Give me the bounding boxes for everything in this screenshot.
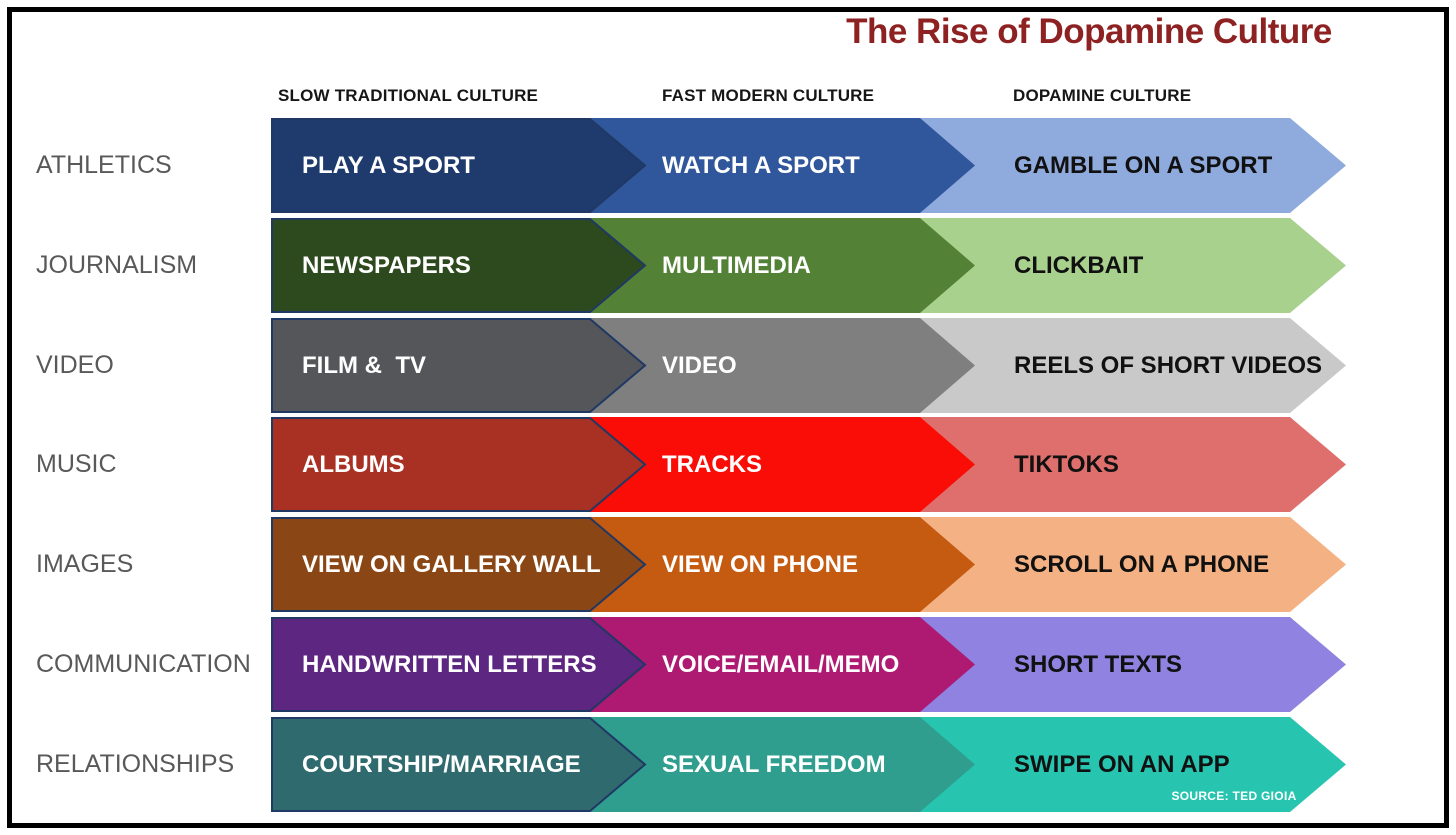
slow-traditional-arrow-shape: [271, 617, 647, 712]
dopamine-cell-label: REELS OF SHORT VIDEOS: [1014, 351, 1323, 379]
column-header-slow-traditional: SLOW TRADITIONAL CULTURE: [278, 86, 539, 105]
fast-modern-arrow-shape: [590, 517, 975, 613]
category-label: IMAGES: [36, 550, 134, 579]
dopamine-arrow-shape: [920, 517, 1346, 613]
arrow-graphics: [271, 317, 1346, 413]
dopamine-cell-label: SCROLL ON A PHONE: [1014, 551, 1270, 579]
slow-traditional-cell-label: VIEW ON GALLERY WALL: [302, 551, 601, 579]
arrow-graphics: [271, 617, 1346, 712]
fast-modern-cell-label: MULTIMEDIA: [662, 251, 811, 279]
slow-traditional-arrow-shape: [271, 517, 647, 613]
category-row: IMAGES VIEW ON GALLERY WALL VIEW ON PHON…: [0, 517, 1456, 613]
category-label: RELATIONSHIPS: [36, 749, 235, 778]
dopamine-cell-label: TIKTOKS: [1014, 451, 1119, 479]
dopamine-arrow-shape: [920, 617, 1346, 712]
fast-modern-arrow-shape: [590, 118, 975, 213]
source-credit: SOURCE: TED GIOIA: [1171, 789, 1297, 803]
category-label: COMMUNICATION: [36, 650, 251, 678]
column-header-dopamine: DOPAMINE CULTURE: [1013, 86, 1192, 105]
fast-modern-cell-label: TRACKS: [662, 451, 762, 479]
dopamine-cell-label: GAMBLE ON A SPORT: [1014, 152, 1273, 179]
fast-modern-cell-label: VIDEO: [662, 351, 737, 379]
arrow-graphics: [271, 417, 1346, 513]
fast-modern-arrow-shape: [590, 716, 975, 812]
category-label: MUSIC: [36, 450, 117, 479]
category-label: JOURNALISM: [36, 250, 198, 279]
slow-traditional-cell-label: HANDWRITTEN LETTERS: [302, 651, 597, 678]
slow-traditional-arrow-shape: [271, 317, 647, 413]
slow-traditional-arrow-shape: [271, 118, 647, 213]
arrow-graphics: [271, 217, 1346, 313]
column-header-fast-modern: FAST MODERN CULTURE: [662, 86, 875, 105]
dopamine-arrow-shape: [920, 716, 1346, 812]
category-label: VIDEO: [36, 350, 114, 379]
category-row: JOURNALISM NEWSPAPERS MULTIMEDIA CLICKBA…: [0, 217, 1456, 313]
category-row: MUSIC ALBUMS TRACKS TIKTOKS: [0, 417, 1456, 513]
slow-traditional-arrow-shape: [271, 217, 647, 313]
slow-traditional-arrow-shape: [271, 716, 647, 812]
dopamine-cell-label: SWIPE ON AN APP: [1014, 750, 1230, 778]
fast-modern-arrow-shape: [590, 617, 975, 712]
page-title: The Rise of Dopamine Culture: [846, 12, 1332, 51]
arrow-graphics: [271, 118, 1346, 213]
dopamine-cell-label: CLICKBAIT: [1014, 251, 1144, 279]
category-row: ATHLETICS PLAY A SPORT WATCH A SPORT GAM…: [0, 118, 1456, 213]
dopamine-cell-label: SHORT TEXTS: [1014, 651, 1183, 678]
fast-modern-arrow-shape: [590, 417, 975, 513]
dopamine-arrow-shape: [920, 118, 1346, 213]
slow-traditional-cell-label: FILM & TV: [302, 351, 426, 379]
slow-traditional-cell-label: NEWSPAPERS: [302, 251, 471, 279]
slow-traditional-cell-label: COURTSHIP/MARRIAGE: [302, 750, 581, 778]
dopamine-arrow-shape: [920, 217, 1346, 313]
fast-modern-arrow-shape: [590, 317, 975, 413]
arrow-graphics: [271, 716, 1346, 812]
dopamine-arrow-shape: [920, 317, 1346, 413]
fast-modern-cell-label: VOICE/EMAIL/MEMO: [662, 651, 900, 678]
dopamine-arrow-shape: [920, 417, 1346, 513]
fast-modern-cell-label: SEXUAL FREEDOM: [662, 750, 886, 778]
slow-traditional-arrow-shape: [271, 417, 647, 513]
category-label: ATHLETICS: [36, 151, 172, 179]
fast-modern-cell-label: WATCH A SPORT: [662, 152, 860, 179]
fast-modern-arrow-shape: [590, 217, 975, 313]
slow-traditional-cell-label: PLAY A SPORT: [302, 152, 475, 179]
fast-modern-cell-label: VIEW ON PHONE: [662, 551, 859, 579]
category-row: COMMUNICATION HANDWRITTEN LETTERS VOICE/…: [0, 617, 1456, 712]
category-row: RELATIONSHIPS COURTSHIP/MARRIAGE SEXUAL …: [0, 716, 1456, 812]
slow-traditional-cell-label: ALBUMS: [302, 451, 405, 479]
arrow-graphics: [271, 517, 1346, 613]
category-row: VIDEO FILM & TV VIDEO REELS OF SHORT VID…: [0, 317, 1456, 413]
